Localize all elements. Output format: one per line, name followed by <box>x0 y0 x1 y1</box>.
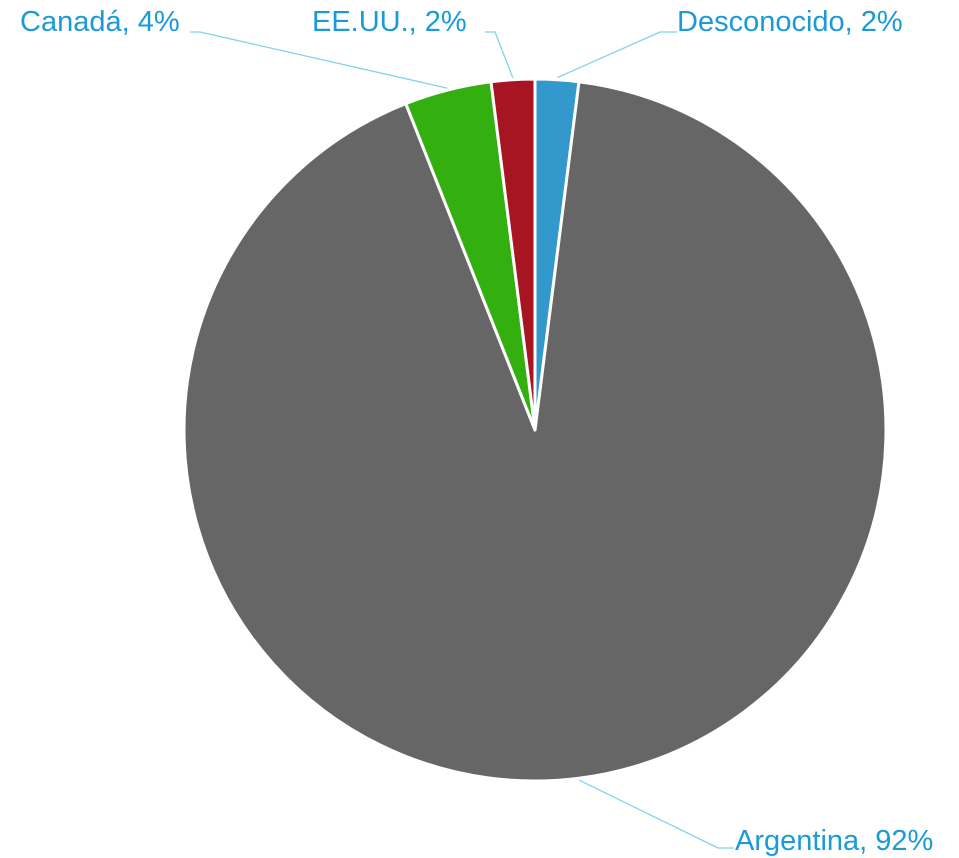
pie-slices <box>182 77 888 783</box>
pie-slice-ee-uu <box>489 77 537 432</box>
slice-labels: Desconocido, 2% Argentina, 92% Canadá, 4… <box>20 6 933 857</box>
label-eeuu: EE.UU., 2% <box>312 6 467 38</box>
leader-lines <box>190 31 734 849</box>
leader-line-desconocido <box>556 31 677 79</box>
label-desconocido: Desconocido, 2% <box>677 6 903 38</box>
leader-line-argentina <box>578 779 734 849</box>
label-argentina: Argentina, 92% <box>735 825 933 857</box>
leader-line-ee-uu <box>485 31 514 78</box>
leader-line-canad <box>190 31 448 89</box>
label-canada: Canadá, 4% <box>20 6 180 38</box>
